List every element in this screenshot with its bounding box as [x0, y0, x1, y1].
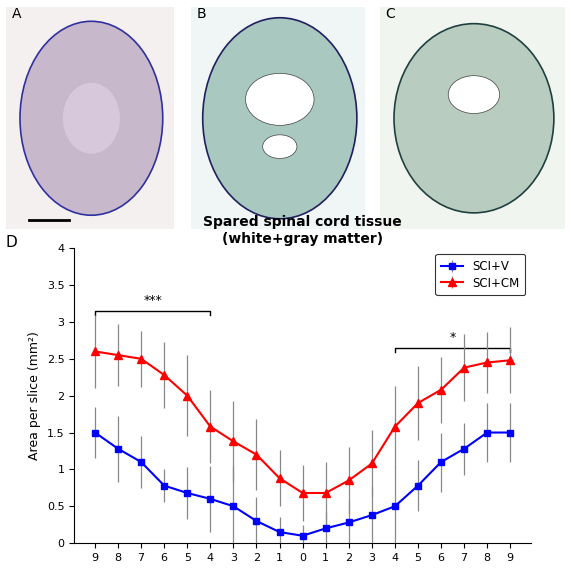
Ellipse shape — [203, 18, 357, 219]
Bar — [191, 7, 365, 230]
Text: D: D — [6, 235, 18, 250]
Ellipse shape — [246, 74, 314, 126]
Text: *: * — [449, 331, 456, 344]
Text: A: A — [11, 7, 21, 21]
Text: C: C — [385, 7, 395, 21]
Bar — [6, 7, 174, 230]
Ellipse shape — [20, 21, 163, 215]
Ellipse shape — [63, 83, 120, 154]
Ellipse shape — [263, 135, 297, 158]
Ellipse shape — [448, 76, 500, 113]
Bar — [380, 7, 565, 230]
Text: B: B — [197, 7, 207, 21]
Text: ***: *** — [143, 294, 162, 307]
Y-axis label: Area per slice (mm²): Area per slice (mm²) — [28, 331, 41, 460]
Ellipse shape — [394, 23, 554, 213]
Title: Spared spinal cord tissue
(white+gray matter): Spared spinal cord tissue (white+gray ma… — [203, 215, 402, 246]
Legend: SCI+V, SCI+CM: SCI+V, SCI+CM — [435, 254, 525, 296]
